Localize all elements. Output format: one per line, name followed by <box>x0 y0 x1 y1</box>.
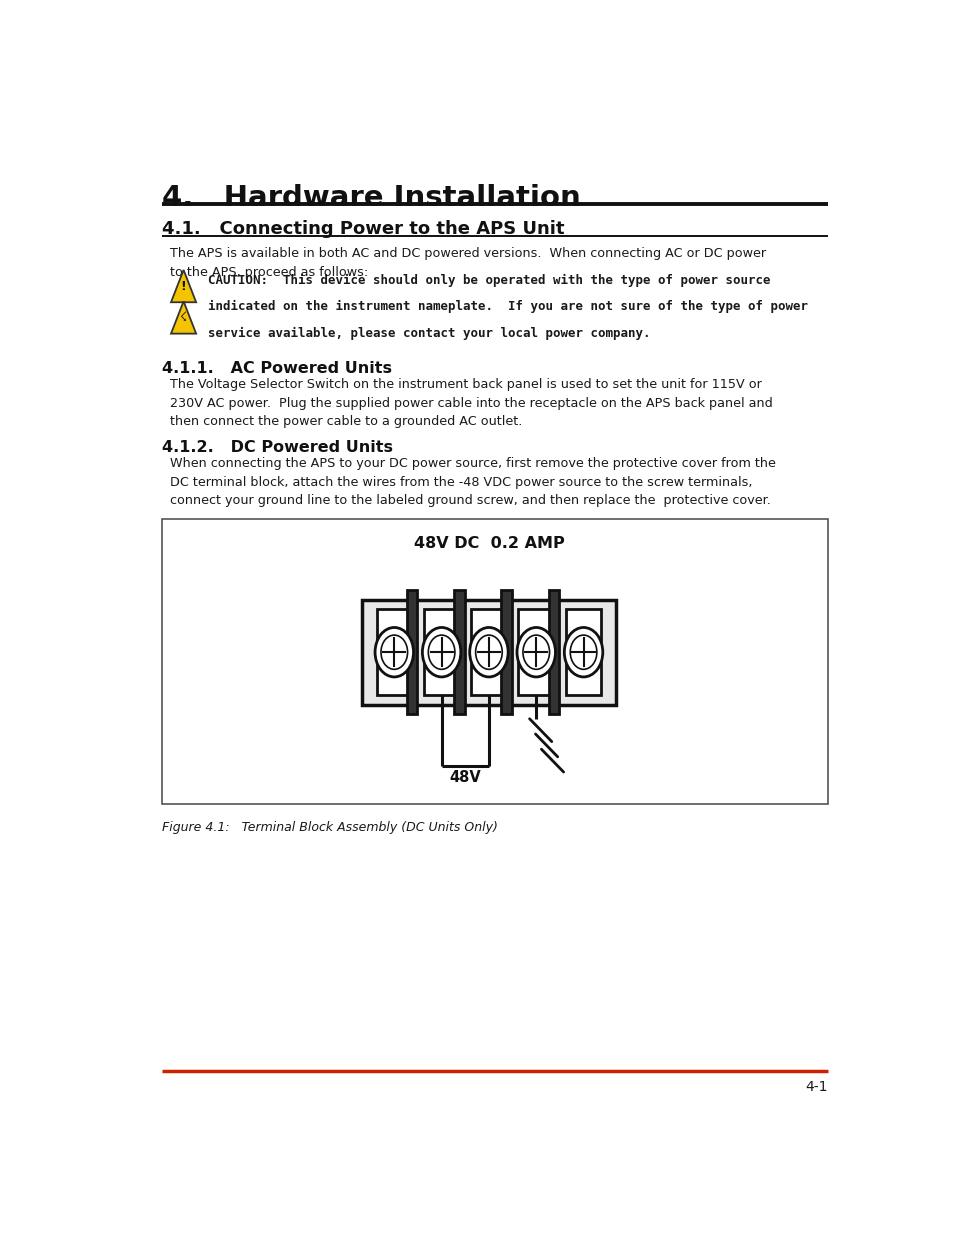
Text: ☇: ☇ <box>180 311 187 324</box>
Bar <box>361 600 616 704</box>
Bar <box>518 609 554 695</box>
Text: 4.1.2.   DC Powered Units: 4.1.2. DC Powered Units <box>162 440 393 456</box>
Text: 4.1.1.   AC Powered Units: 4.1.1. AC Powered Units <box>162 361 392 377</box>
Circle shape <box>570 635 597 669</box>
Bar <box>162 519 826 804</box>
Circle shape <box>428 635 455 669</box>
Bar <box>548 590 558 714</box>
Text: 4.   Hardware Installation: 4. Hardware Installation <box>162 184 580 212</box>
Text: The Voltage Selector Switch on the instrument back panel is used to set the unit: The Voltage Selector Switch on the instr… <box>170 378 772 429</box>
Circle shape <box>522 635 549 669</box>
Circle shape <box>469 627 508 677</box>
Text: service available, please contact your local power company.: service available, please contact your l… <box>208 327 650 340</box>
Polygon shape <box>171 270 196 303</box>
Text: 48V: 48V <box>449 771 480 785</box>
Text: 4.1.   Connecting Power to the APS Unit: 4.1. Connecting Power to the APS Unit <box>162 221 564 238</box>
Circle shape <box>564 627 602 677</box>
Text: When connecting the APS to your DC power source, first remove the protective cov: When connecting the APS to your DC power… <box>170 457 775 508</box>
Bar <box>471 609 506 695</box>
Text: The APS is available in both AC and DC powered versions.  When connecting AC or : The APS is available in both AC and DC p… <box>170 247 765 279</box>
Bar <box>565 609 600 695</box>
Text: 4-1: 4-1 <box>804 1081 826 1094</box>
Text: CAUTION:  This device should only be operated with the type of power source: CAUTION: This device should only be oper… <box>208 274 770 287</box>
Circle shape <box>517 627 555 677</box>
Circle shape <box>380 635 407 669</box>
Bar <box>423 609 459 695</box>
Circle shape <box>422 627 460 677</box>
Text: !: ! <box>180 279 186 293</box>
Circle shape <box>375 627 413 677</box>
Text: indicated on the instrument nameplate.  If you are not sure of the type of power: indicated on the instrument nameplate. I… <box>208 300 807 314</box>
Bar <box>501 590 512 714</box>
Bar <box>454 590 464 714</box>
Text: Figure 4.1:   Terminal Block Assembly (DC Units Only): Figure 4.1: Terminal Block Assembly (DC … <box>162 821 497 835</box>
Text: 48V DC  0.2 AMP: 48V DC 0.2 AMP <box>413 536 564 551</box>
Bar <box>406 590 416 714</box>
Bar <box>376 609 412 695</box>
Polygon shape <box>171 301 196 333</box>
Circle shape <box>476 635 501 669</box>
